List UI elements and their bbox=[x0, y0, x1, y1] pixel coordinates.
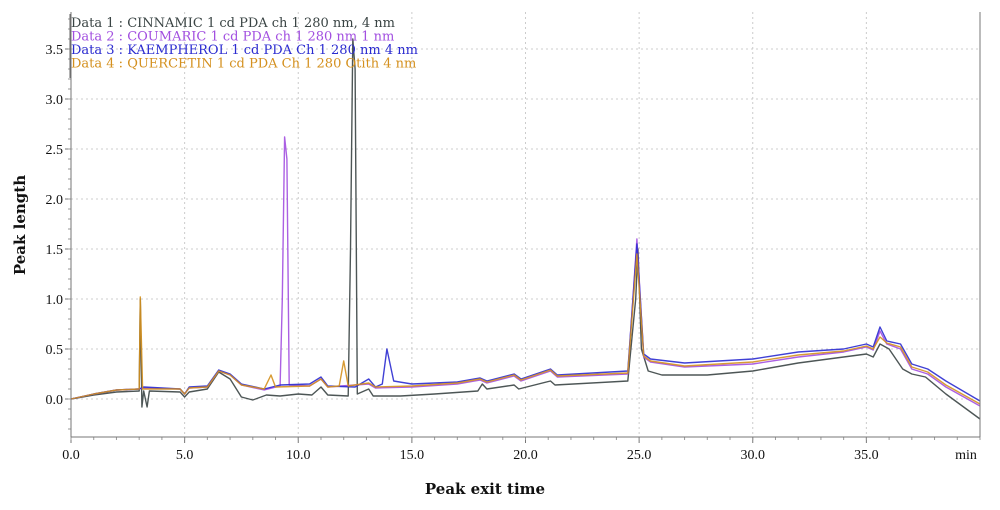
series-group bbox=[70, 38, 981, 420]
y-tick-label: 0.5 bbox=[46, 343, 64, 358]
y-tick-label: 1.5 bbox=[46, 243, 64, 258]
x-unit-label: min bbox=[955, 448, 977, 463]
series-line-1 bbox=[70, 38, 981, 420]
legend: Data 1 : CINNAMIC 1 cd PDA ch 1 280 nm, … bbox=[69, 14, 418, 78]
y-tick-label: 1.0 bbox=[46, 293, 64, 308]
legend-entry-2: Data 2 : COUMARIC 1 cd PDA ch 1 280 nm 1… bbox=[71, 30, 394, 45]
x-tick-label: 35.0 bbox=[854, 448, 879, 463]
x-tick-label: 10.0 bbox=[286, 448, 311, 463]
y-tick-label: 2.0 bbox=[46, 193, 64, 208]
axes: 0.0 0.5 1.0 1.5 2.0 2.5 3.0 3.5 0.0 5.0 10.0 15.0 20… bbox=[46, 12, 981, 463]
legend-entry-3: Data 3 : KAEMPHEROL 1 cd PDA Ch 1 280 nm… bbox=[71, 43, 418, 58]
series-line-3 bbox=[70, 243, 981, 402]
y-tick-label: 0.0 bbox=[46, 393, 64, 408]
legend-entry-4: Data 4 : QUERCETIN 1 cd PDA Ch 1 280 Oti… bbox=[71, 57, 416, 72]
x-tick-label: 30.0 bbox=[741, 448, 766, 463]
y-tick-label: 2.5 bbox=[46, 143, 64, 158]
x-tick-label: 5.0 bbox=[176, 448, 194, 463]
x-tick-label: 25.0 bbox=[627, 448, 652, 463]
x-tick-label: 20.0 bbox=[513, 448, 538, 463]
x-tick-label: 0.0 bbox=[62, 448, 80, 463]
series-line-4 bbox=[70, 253, 981, 405]
y-tick-label: 3.5 bbox=[46, 43, 64, 58]
legend-entry-1: Data 1 : CINNAMIC 1 cd PDA ch 1 280 nm, … bbox=[71, 16, 395, 31]
x-axis-label: Peak exit time bbox=[425, 480, 545, 498]
y-tick-label: 3.0 bbox=[46, 93, 64, 108]
grid bbox=[71, 12, 980, 437]
y-axis-label: Peak length bbox=[11, 175, 29, 275]
x-tick-label: 15.0 bbox=[400, 448, 425, 463]
